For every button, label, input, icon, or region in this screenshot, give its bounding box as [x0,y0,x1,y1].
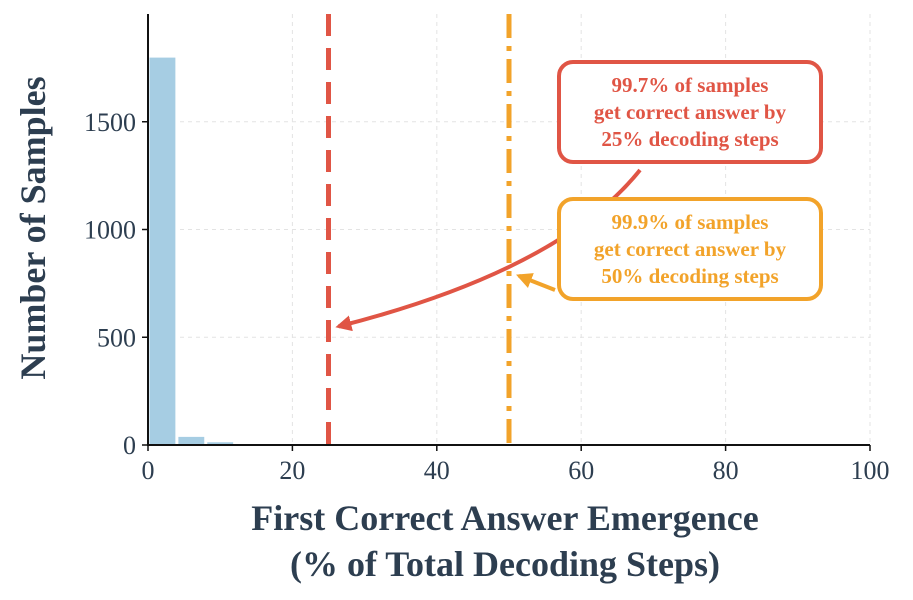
y-axis-title: Number of Samples [13,76,53,379]
annotation-text: 99.9% of samples [612,210,769,234]
histogram-bar [148,56,177,446]
x-tick-label: 100 [851,456,890,485]
annotation-text: get correct answer by [594,237,787,261]
x-tick-label: 0 [142,456,155,485]
x-tick-label: 60 [568,456,594,485]
x-tick-label: 20 [279,456,305,485]
y-tick-label: 0 [123,431,136,460]
annotation-box [557,60,823,164]
x-tick-label: 80 [713,456,739,485]
x-axis-title-line-1: First Correct Answer Emergence [251,498,759,538]
annotation-arrow [335,168,642,332]
reference-lines [326,14,512,445]
y-tick-label: 1500 [84,108,136,137]
bars [148,56,264,446]
annotation-text: 99.7% of samples [612,73,769,97]
y-tick-label: 1000 [84,216,136,245]
annotation-box [557,197,823,301]
annotations: 99.7% of samples get correct answer by 25%… [335,60,823,332]
x-axis-title-line-2: (% of Total Decoding Steps) [290,544,720,584]
y-tick-label: 500 [97,323,136,352]
annotation-text: 50% decoding steps [601,264,778,288]
annotation-text: get correct answer by [594,100,787,124]
x-tick-label: 40 [424,456,450,485]
annotation-arrow [516,273,556,292]
annotation-text: 25% decoding steps [601,127,778,151]
histogram-bar [177,435,206,446]
